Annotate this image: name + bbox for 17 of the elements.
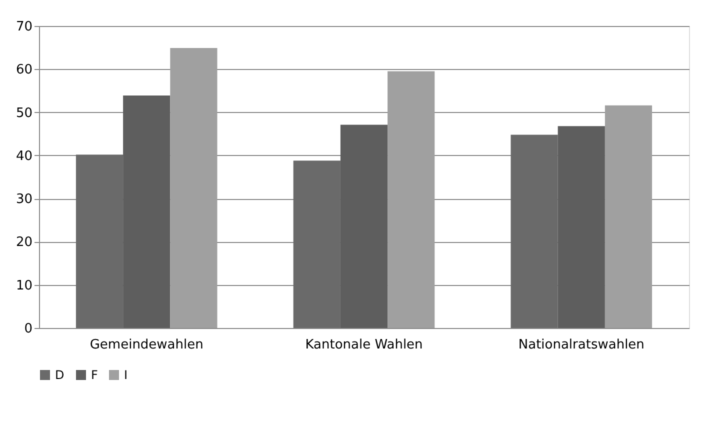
y-tick-label: 40 — [16, 148, 32, 164]
y-tick-label: 70 — [16, 20, 32, 34]
x-tick-label: Gemeindewahlen — [90, 338, 204, 352]
y-tick-label: 30 — [16, 192, 32, 208]
x-tick-label: Nationalratswahlen — [518, 338, 644, 352]
bar — [388, 71, 435, 328]
bar — [604, 105, 652, 328]
y-tick-label: 50 — [16, 106, 32, 121]
x-tick-label: Kantonale Wahlen — [305, 338, 423, 352]
y-tick-label: 60 — [16, 62, 32, 78]
y-tick-label: 10 — [16, 278, 32, 294]
legend-label: F — [91, 368, 98, 382]
legend-label: D — [55, 368, 64, 382]
y-tick-label: 0 — [24, 322, 32, 336]
y-tick-label: 20 — [16, 235, 32, 250]
bar — [170, 48, 218, 328]
legend-label: I — [124, 368, 128, 382]
